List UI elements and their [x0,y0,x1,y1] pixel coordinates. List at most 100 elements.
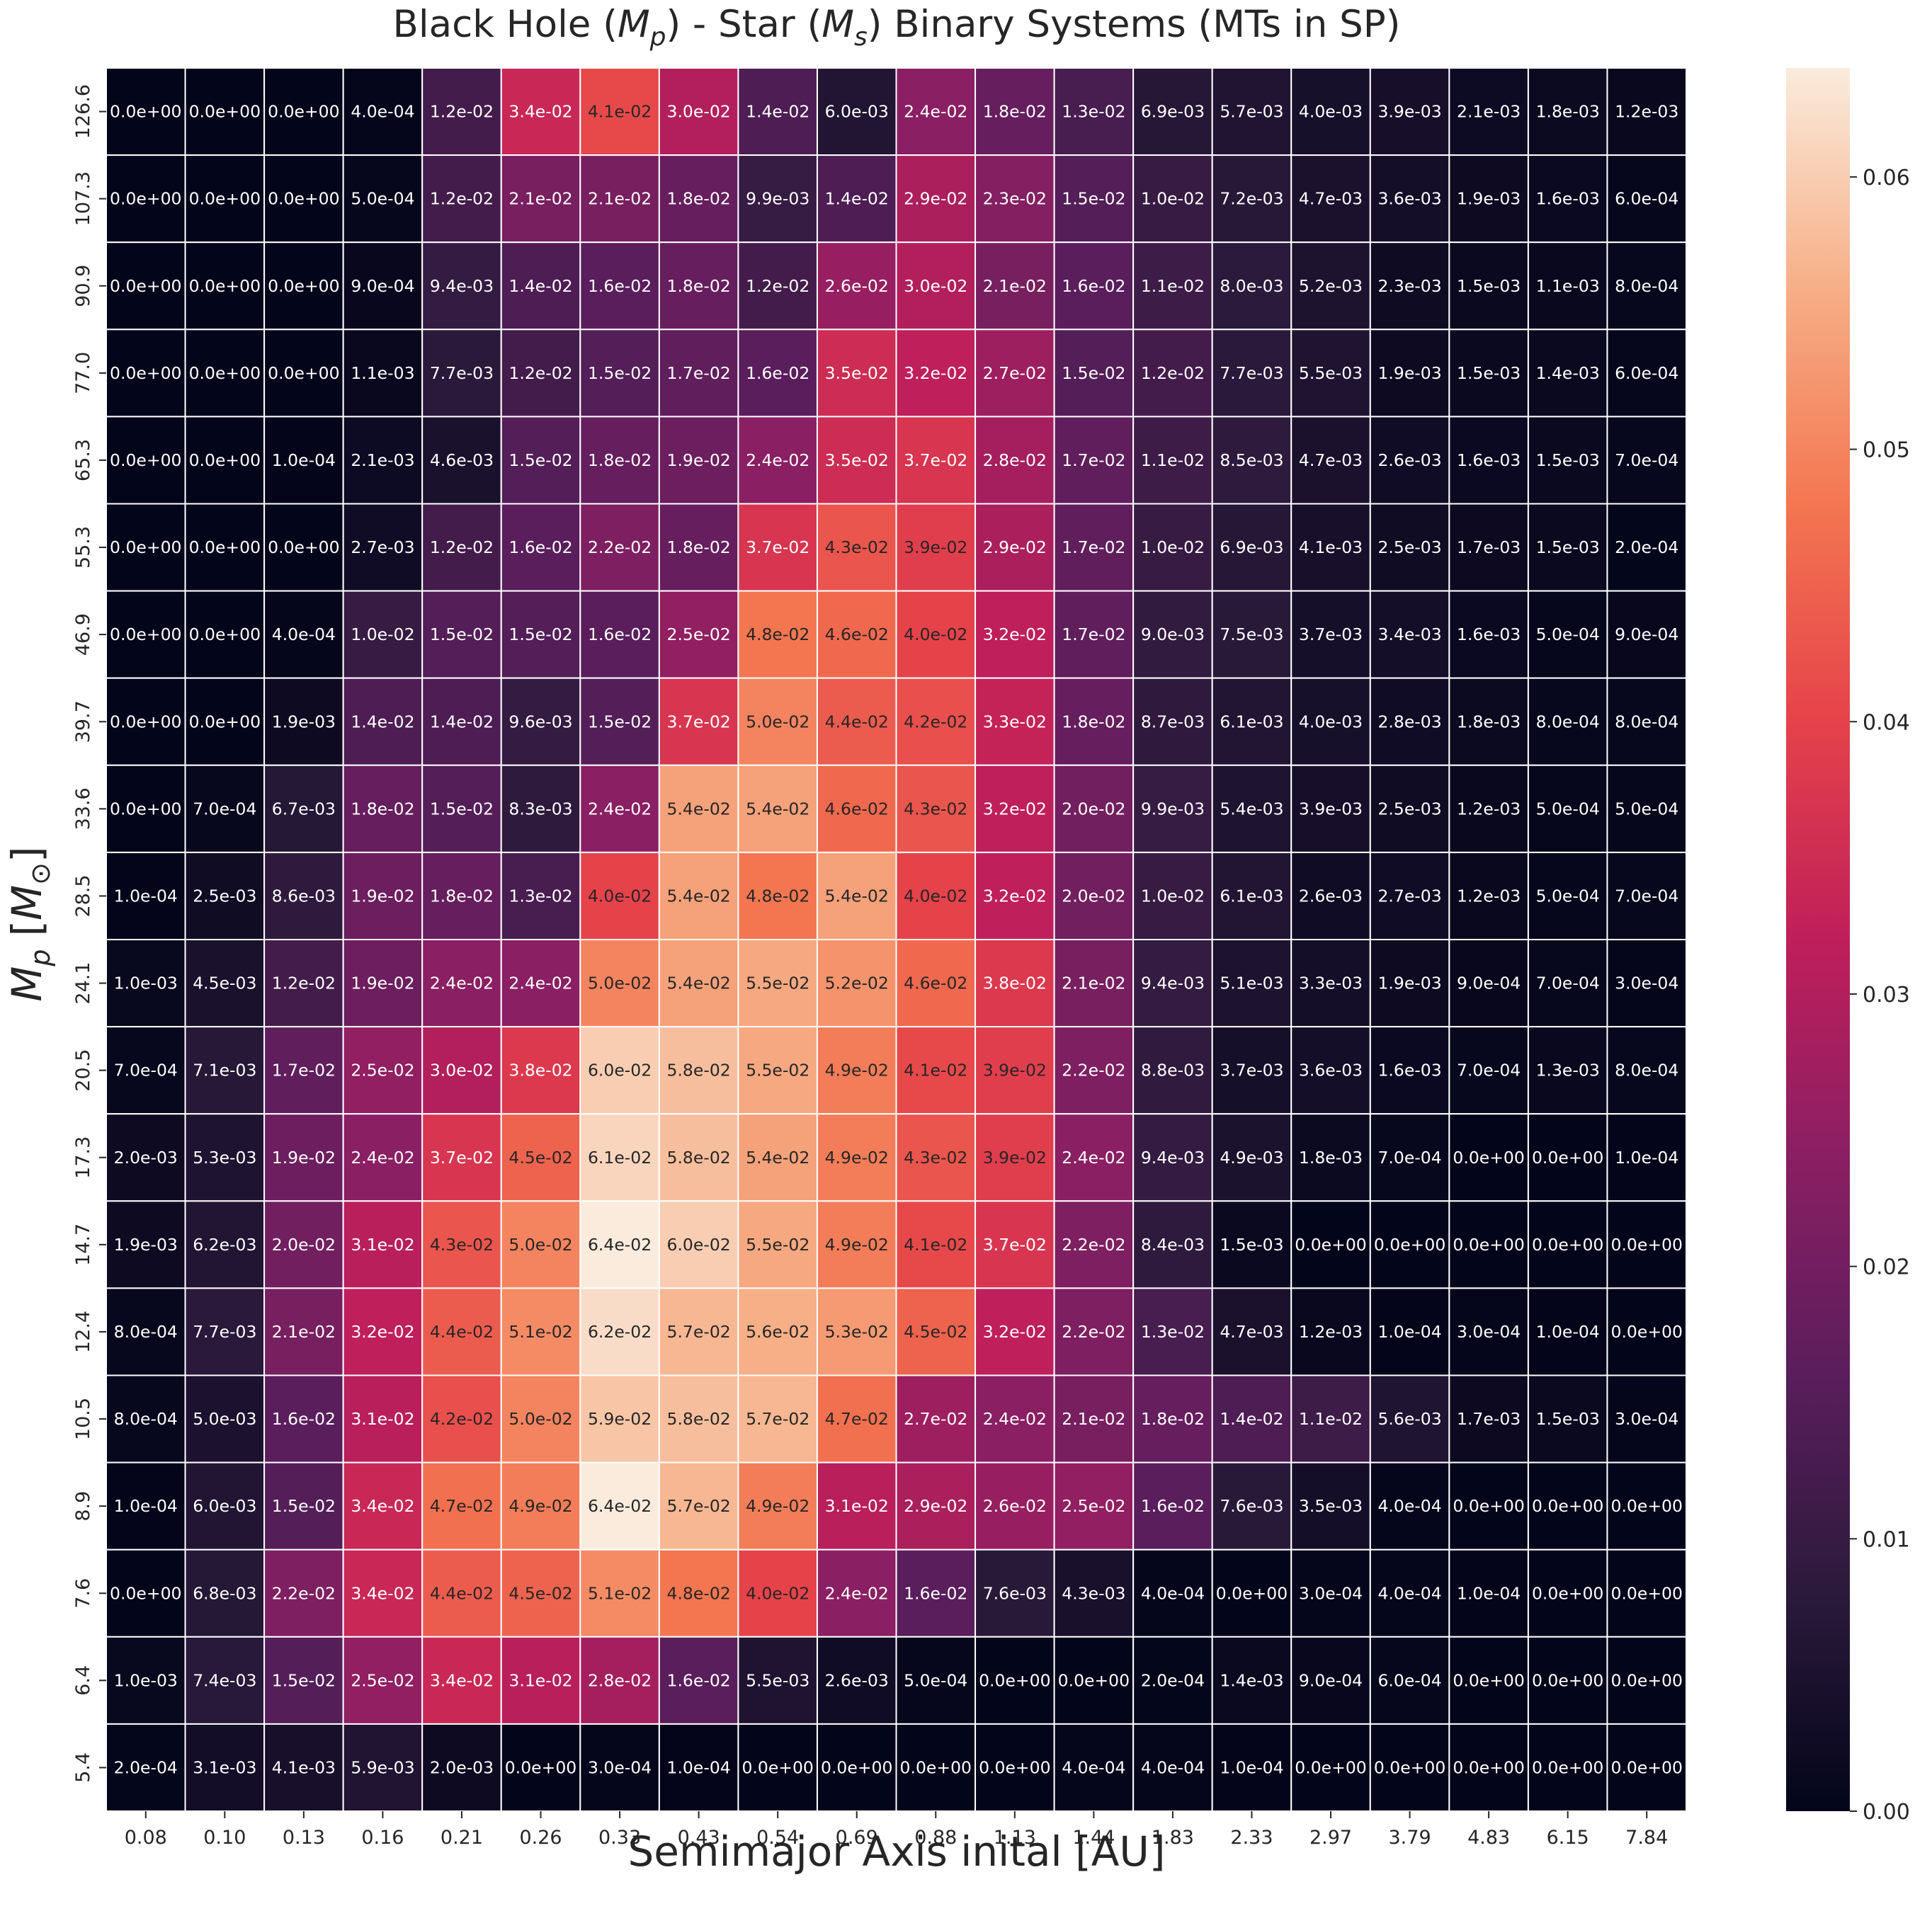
cell-value-label: 3.4e-02 [351,1583,414,1603]
heatmap-cell [816,590,897,679]
colorbar-ticks: 0.00 0.01 0.02 0.03 0.04 0.05 0.06 [1850,166,1910,1825]
cell-value-label: 4.4e-02 [430,1583,494,1603]
cell-value-label: 1.2e-03 [1299,1322,1363,1342]
cell-value-label: 0.0e+00 [1453,1670,1524,1690]
heatmap-cell [974,67,1055,156]
heatmap-cell [658,1374,739,1464]
cell-value-label: 1.8e-02 [667,276,731,296]
cell-value-label: 1.3e-02 [1141,1322,1205,1342]
heatmap-cell [579,764,660,853]
cell-value-label: 4.1e-03 [272,1757,336,1777]
heatmap-cell [263,1026,344,1115]
heatmap-cell [816,939,897,1028]
x-tick-label: 0.16 [361,1827,404,1849]
heatmap-cell [421,1026,502,1115]
cell-value-label: 0.0e+00 [1216,1583,1288,1603]
cell-value-label: 4.0e-04 [1377,1496,1441,1516]
heatmap-cell [579,851,660,941]
cell-value-label: 2.8e-03 [1377,712,1441,731]
y-tick-label: 17.3 [72,1136,94,1179]
cell-value-label: 3.9e-02 [983,1061,1047,1080]
heatmap-cell [816,503,897,592]
x-tick-label: 0.13 [283,1827,325,1849]
heatmap-cell [579,1026,660,1115]
cell-value-label: 5.0e-02 [746,712,809,731]
cell-value-label: 4.0e-02 [904,624,967,644]
cell-value-label: 9.0e-04 [1615,624,1678,644]
cell-value-label: 1.2e-02 [430,189,494,209]
x-tick-label: 0.69 [836,1827,878,1849]
cell-value-label: 0.0e+00 [1374,1757,1445,1777]
cell-value-label: 8.7e-03 [1141,712,1205,731]
cell-value-label: 2.4e-02 [825,1583,889,1603]
heatmap-cell [500,241,581,331]
heatmap-cell [1448,1113,1529,1202]
cell-value-label: 1.2e-02 [508,363,572,383]
heatmap-cell [658,590,739,679]
cell-value-label: 4.3e-03 [1062,1583,1125,1603]
cell-value-label: 2.6e-03 [1299,886,1363,906]
cell-value-label: 4.3e-02 [904,1148,967,1168]
cell-value-label: 4.3e-02 [904,799,967,818]
cell-value-label: 2.5e-03 [1377,537,1441,557]
heatmap-cell [579,939,660,1028]
cell-value-label: 7.0e-04 [1377,1148,1441,1168]
x-tick-label: 0.26 [519,1827,562,1849]
cell-value-label: 2.1e-03 [1457,102,1521,122]
colorbar-tick-label: 0.02 [1863,1255,1910,1280]
cell-value-label: 1.2e-03 [1457,886,1521,906]
cell-value-label: 1.5e-02 [430,624,494,644]
cell-value-label: 8.0e-04 [1536,712,1600,731]
cell-value-label: 6.9e-03 [1141,102,1205,122]
cell-value-label: 3.4e-03 [1377,624,1441,644]
cell-value-label: 6.0e-04 [1377,1670,1441,1690]
cell-value-label: 1.8e-03 [1299,1148,1363,1168]
heatmap-cell [737,1200,818,1289]
cell-value-label: 5.0e-04 [1615,799,1678,818]
cell-value-label: 5.8e-02 [667,1148,731,1168]
cell-value-label: 2.2e-02 [588,537,652,557]
cell-value-label: 3.0e-02 [430,1061,494,1080]
heatmap-cell [579,1461,660,1551]
cell-value-label: 1.2e-03 [1615,102,1678,122]
cell-value-label: 5.7e-02 [667,1496,731,1516]
cell-value-label: 2.6e-02 [983,1496,1047,1516]
heatmap-cell [1053,1723,1135,1812]
cell-value-label: 4.7e-03 [1299,189,1363,209]
x-tick-label: 2.97 [1309,1827,1352,1849]
heatmap-cell [658,764,739,853]
cell-value-label: 0.0e+00 [110,102,181,122]
cell-value-label: 8.0e-04 [1615,712,1678,731]
cell-value-label: 0.0e+00 [1374,1235,1445,1255]
heatmap-cell [1606,590,1687,679]
heatmap-cell [184,154,266,244]
cell-value-label: 8.0e-04 [114,1409,178,1429]
cell-value-label: 0.0e+00 [110,1583,181,1603]
heatmap-cell [1290,329,1371,418]
cell-value-label: 8.5e-03 [1220,450,1283,470]
heatmap-cell [895,590,977,679]
heatmap-cell [1606,1287,1687,1376]
heatmap-cell [737,241,818,331]
cell-value-label: 1.5e-03 [1457,363,1521,383]
cell-value-label: 6.1e-03 [1220,886,1283,906]
heatmap-cell [342,590,424,679]
heatmap-cell [658,851,739,941]
heatmap-cell [1211,1200,1292,1289]
heatmap-cell [1211,503,1292,592]
heatmap-cell [1369,67,1450,156]
heatmap-cell [737,1026,818,1115]
cell-value-label: 2.7e-03 [351,537,414,557]
heatmap-cell [1290,241,1371,331]
cell-value-label: 3.2e-02 [904,363,967,383]
heatmap-cell [579,677,660,766]
cell-value-label: 2.7e-02 [904,1409,967,1429]
cell-value-label: 2.5e-02 [351,1061,414,1080]
cell-value-label: 4.5e-03 [193,974,256,993]
cell-value-label: 0.0e+00 [189,276,261,296]
heatmap-cell [658,1636,739,1725]
cell-value-label: 6.0e-02 [667,1235,731,1255]
heatmap-cell [1527,67,1608,156]
y-tick-label: 46.9 [72,613,94,656]
cell-value-label: 1.5e-02 [508,624,572,644]
